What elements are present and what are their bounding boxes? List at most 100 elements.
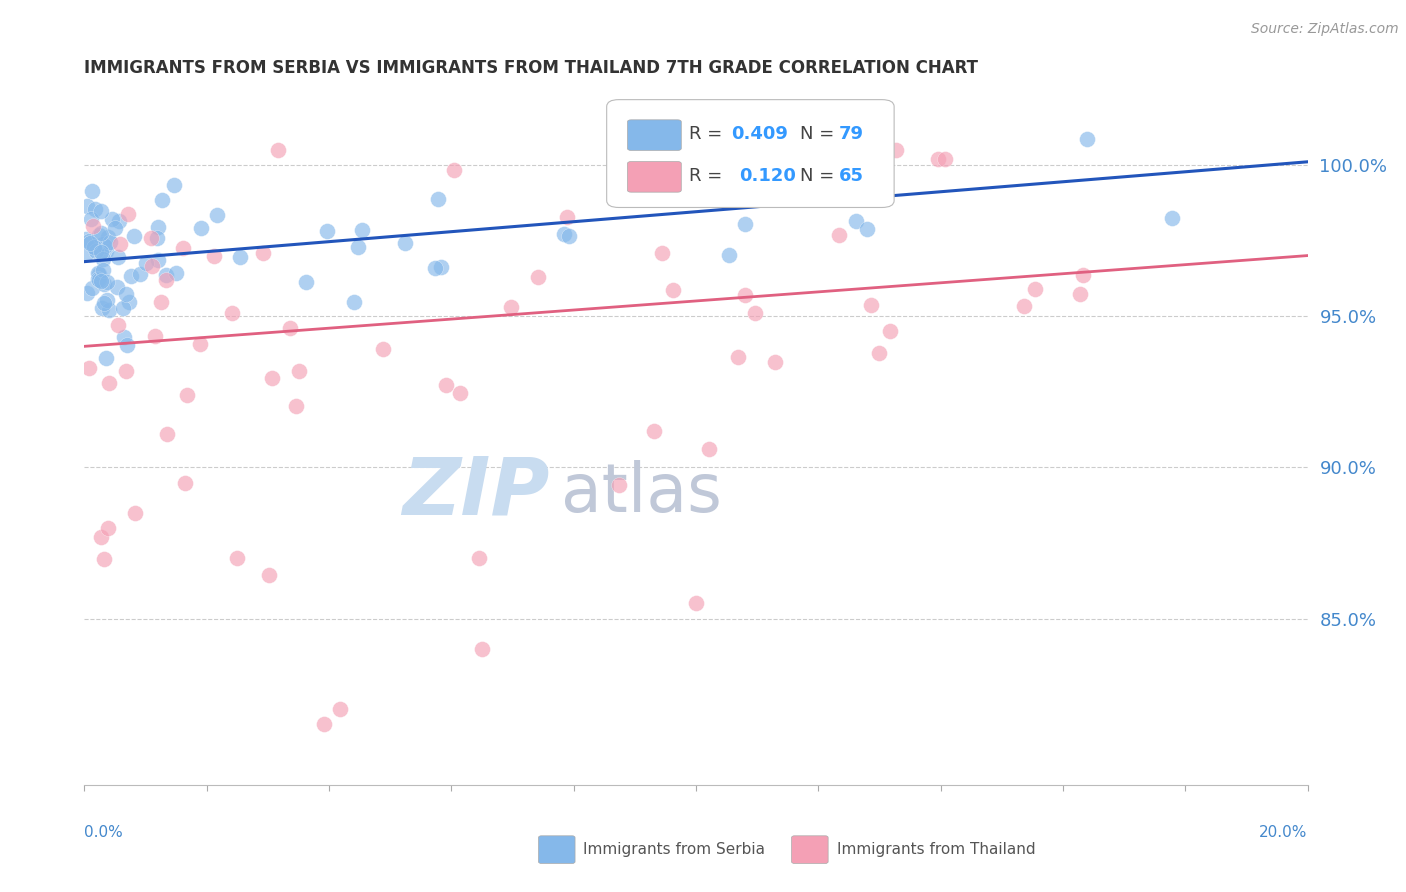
Point (828, 227, 851, 242)
Point (112, 301, 135, 315)
Point (202, 249, 225, 263)
Point (718, 248, 741, 262)
Text: Source: ZipAtlas.com: Source: ZipAtlas.com (1251, 22, 1399, 37)
Point (1076, 131, 1098, 145)
Point (86, 272, 108, 286)
Point (75, 247, 97, 261)
Point (869, 345, 891, 359)
Point (859, 298, 882, 312)
Point (135, 256, 157, 270)
Point (343, 295, 366, 310)
Point (91, 236, 114, 251)
Point (165, 266, 187, 280)
Point (221, 306, 243, 320)
Point (643, 424, 665, 438)
Text: R =: R = (689, 126, 728, 144)
Point (150, 295, 173, 310)
FancyBboxPatch shape (627, 161, 682, 192)
Point (94, 239, 117, 253)
Point (87, 267, 110, 281)
Point (697, 442, 720, 456)
Point (114, 286, 136, 301)
Point (426, 192, 449, 206)
Point (429, 260, 451, 274)
Point (811, 143, 834, 157)
Point (278, 321, 301, 335)
Point (553, 227, 575, 242)
Point (90, 530, 112, 544)
Point (443, 163, 465, 178)
Point (288, 364, 311, 378)
Point (856, 222, 879, 236)
Point (295, 275, 318, 289)
Point (257, 568, 280, 582)
Point (98, 376, 121, 390)
Text: ZIP: ZIP (402, 454, 550, 532)
Point (607, 477, 630, 491)
Point (108, 236, 131, 251)
Point (207, 208, 229, 222)
Point (97, 521, 120, 535)
Point (124, 506, 146, 520)
Point (129, 267, 152, 281)
Point (108, 214, 131, 228)
Point (1160, 211, 1182, 226)
Point (122, 228, 145, 243)
Point (139, 231, 162, 245)
Point (96, 275, 118, 289)
Point (90, 226, 112, 240)
Point (107, 318, 129, 332)
Point (190, 220, 212, 235)
Point (329, 702, 352, 716)
Point (91, 301, 114, 315)
Point (145, 329, 167, 343)
Point (117, 207, 139, 221)
Point (90, 274, 112, 288)
FancyBboxPatch shape (606, 100, 894, 208)
Point (352, 223, 374, 237)
Point (115, 364, 138, 378)
Text: atlas: atlas (561, 459, 723, 525)
Point (927, 153, 949, 167)
Point (845, 214, 868, 228)
Point (146, 231, 169, 245)
Point (98, 235, 121, 249)
Point (837, 133, 859, 147)
Point (173, 476, 195, 491)
Point (150, 193, 173, 207)
Point (1069, 286, 1091, 301)
Point (105, 280, 128, 294)
Point (884, 143, 907, 157)
Point (797, 143, 820, 157)
Point (423, 260, 446, 275)
Point (229, 251, 252, 265)
Point (172, 241, 194, 255)
Point (91, 262, 114, 277)
Point (651, 246, 673, 260)
Text: 20.0%: 20.0% (1260, 825, 1308, 840)
Text: Immigrants from Serbia: Immigrants from Serbia (583, 842, 765, 856)
Text: Immigrants from Thailand: Immigrants from Thailand (837, 842, 1035, 856)
Point (267, 143, 290, 157)
Text: N =: N = (800, 126, 839, 144)
Point (83, 240, 105, 254)
Point (87, 228, 110, 243)
Point (734, 288, 756, 302)
Point (115, 338, 138, 352)
Text: N =: N = (800, 167, 839, 186)
Point (527, 269, 550, 284)
Point (80, 212, 103, 227)
Text: IMMIGRANTS FROM SERBIA VS IMMIGRANTS FROM THAILAND 7TH GRADE CORRELATION CHART: IMMIGRANTS FROM SERBIA VS IMMIGRANTS FRO… (84, 59, 979, 77)
Point (662, 283, 685, 297)
Point (96, 293, 118, 307)
Point (226, 551, 249, 566)
Point (314, 717, 336, 731)
Point (80, 281, 103, 295)
Point (163, 178, 186, 192)
Point (449, 386, 471, 401)
Point (91, 252, 114, 266)
Text: 65: 65 (839, 167, 865, 186)
Point (468, 551, 491, 566)
Point (704, 128, 727, 142)
Point (90, 245, 112, 260)
